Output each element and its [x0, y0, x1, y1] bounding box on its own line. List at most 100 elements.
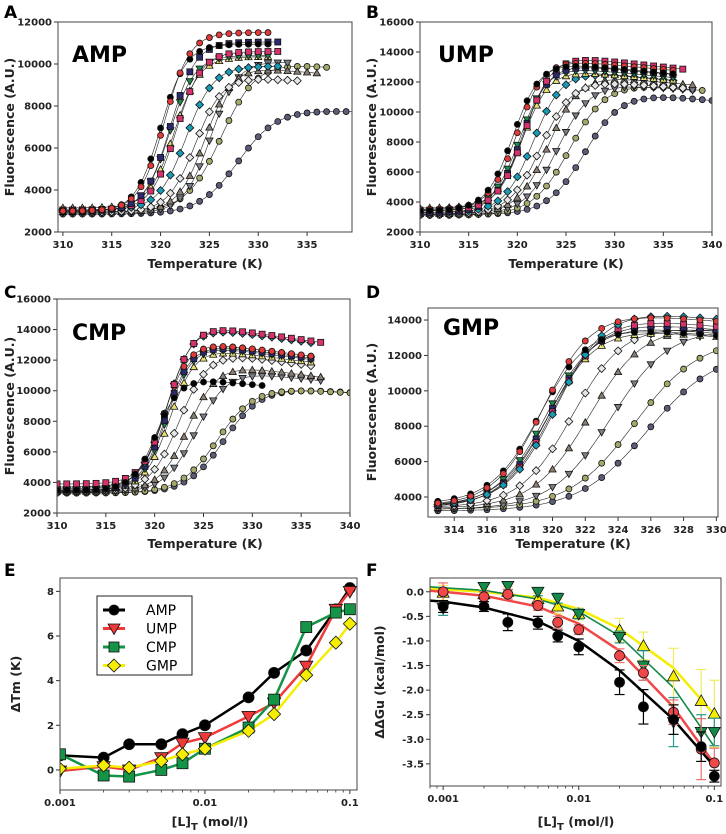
y-tick-label: 12000 — [16, 356, 51, 367]
data-point — [297, 387, 305, 395]
data-point — [186, 202, 194, 210]
series-0 — [420, 62, 677, 215]
data-point — [436, 206, 443, 214]
data-point — [531, 479, 541, 488]
data-point — [420, 207, 424, 215]
data-point — [245, 29, 252, 37]
data-point — [512, 185, 522, 195]
data-point — [127, 195, 135, 203]
series-2 — [433, 311, 718, 509]
x-tick-label: 340 — [340, 521, 361, 532]
data-point — [190, 466, 198, 474]
data-point — [467, 492, 474, 500]
data-point — [176, 115, 184, 122]
data-point — [650, 94, 657, 102]
data-point — [551, 90, 561, 100]
y-tick-label: 8000 — [23, 417, 51, 428]
data-point — [196, 53, 204, 61]
plot-area — [433, 311, 718, 515]
data-point — [176, 92, 184, 99]
data-point — [548, 400, 557, 408]
legend: AMP UMP CMP GMP — [96, 595, 193, 676]
data-point — [551, 593, 565, 605]
x-tick-label: 335 — [297, 240, 318, 251]
fit-curve — [57, 390, 350, 494]
data-point — [572, 164, 580, 171]
y-axis-label: Fluorescence (A.U.) — [2, 337, 17, 475]
data-point — [199, 719, 211, 732]
data-point — [273, 75, 283, 85]
data-point — [493, 196, 503, 206]
data-point — [150, 464, 160, 474]
data-point — [513, 120, 521, 128]
data-point — [238, 365, 247, 374]
data-point — [647, 399, 655, 406]
data-point — [582, 118, 589, 126]
data-point — [225, 30, 233, 38]
data-point — [561, 105, 571, 113]
data-point — [483, 201, 493, 211]
inset-label: GMP — [443, 316, 499, 341]
series-0 — [59, 29, 272, 215]
y-tick-label: 2000 — [386, 228, 414, 239]
y-tick-label: 6 — [47, 632, 54, 643]
data-point — [278, 388, 286, 396]
data-point — [82, 486, 90, 494]
plot-area — [430, 580, 721, 783]
y-tick-label: 8000 — [394, 422, 422, 433]
data-point — [298, 660, 314, 674]
data-point — [669, 94, 677, 102]
data-point — [215, 53, 223, 60]
data-point — [551, 148, 561, 156]
plot-frame — [429, 577, 722, 787]
data-point — [209, 343, 217, 351]
data-point — [630, 349, 639, 358]
data-point — [263, 74, 273, 84]
x-label-unit: (mol/l) — [568, 814, 614, 829]
data-point — [696, 316, 704, 324]
data-point — [69, 207, 77, 215]
y-tick-label: 16000 — [379, 18, 414, 29]
data-point — [297, 336, 305, 344]
data-point — [122, 760, 137, 775]
data-point — [229, 424, 237, 432]
data-point — [572, 62, 580, 70]
data-point — [248, 345, 256, 353]
x-tick-label: 330 — [242, 521, 263, 532]
data-point — [224, 67, 234, 77]
fit-curve — [430, 599, 716, 768]
data-point — [548, 444, 557, 454]
data-point — [523, 199, 531, 207]
data-point — [531, 440, 541, 450]
data-point — [523, 122, 531, 130]
data-point — [531, 466, 541, 476]
plot-area — [57, 327, 350, 497]
data-point — [102, 479, 110, 487]
data-point — [484, 186, 492, 194]
series-10 — [434, 347, 718, 513]
data-point — [502, 616, 514, 628]
data-point — [542, 106, 551, 116]
data-point — [189, 411, 199, 419]
data-point — [140, 480, 150, 489]
legend-marker — [107, 623, 121, 636]
fit-curve — [437, 329, 717, 505]
data-point — [590, 80, 600, 90]
fit-curve — [437, 315, 717, 505]
fit-curve — [57, 390, 350, 494]
data-point — [108, 204, 116, 212]
data-point — [224, 82, 234, 92]
data-point — [638, 667, 649, 679]
data-point — [235, 98, 243, 106]
data-point — [450, 497, 458, 505]
data-point — [630, 97, 638, 105]
data-point — [313, 108, 321, 116]
data-point — [522, 151, 532, 161]
data-point — [494, 170, 502, 178]
data-point — [160, 429, 169, 437]
data-point — [147, 187, 155, 195]
y-axis-label: Fluorescence (A.U.) — [2, 58, 17, 196]
data-point — [455, 204, 463, 212]
legend-marker — [106, 658, 122, 673]
data-point — [332, 108, 340, 115]
